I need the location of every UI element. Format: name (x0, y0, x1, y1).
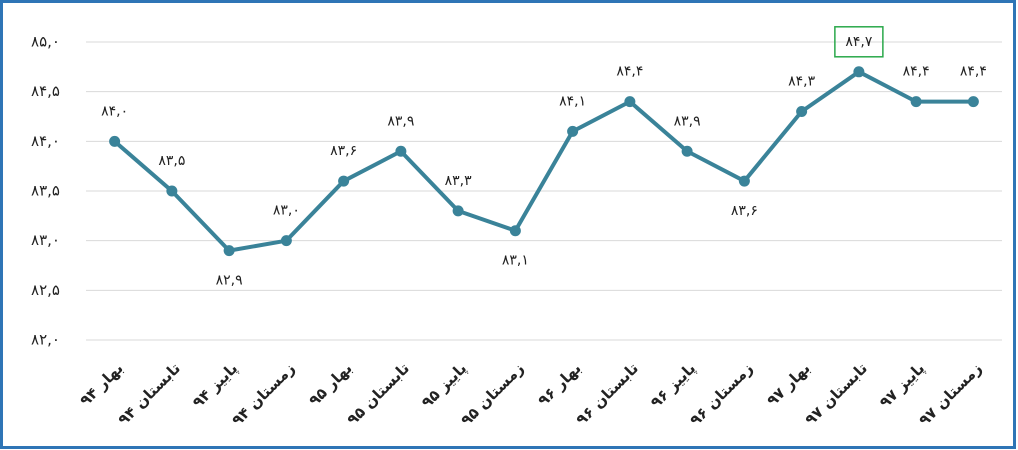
x-tick-label: بهار ۹۵ (305, 359, 355, 409)
y-tick-label: ۸۳,۵ (31, 182, 60, 200)
data-label: ۸۳,۹ (674, 113, 701, 129)
x-tick-label: تابستان ۹۷ (801, 359, 870, 428)
x-tick-label: بهار ۹۴ (76, 359, 126, 409)
data-label: ۸۳,۳ (445, 173, 472, 189)
y-tick-label: ۸۵,۰ (31, 33, 60, 51)
marker (338, 175, 350, 187)
y-tick-label: ۸۲,۰ (31, 331, 60, 349)
x-tick-label: پاییز ۹۴ (189, 359, 242, 412)
x-tick-label: پاییز ۹۵ (418, 359, 471, 412)
data-label: ۸۳,۹ (387, 113, 414, 129)
line (113, 69, 974, 253)
marker (624, 96, 636, 108)
highlight-box (834, 26, 884, 58)
data-label: ۸۲,۹ (216, 273, 243, 289)
x-tick-label: پاییز ۹۶ (647, 359, 700, 412)
y-tick-label: ۸۴,۰ (31, 132, 60, 150)
data-label: ۸۳,۰ (273, 203, 300, 219)
x-tick-label: تابستان ۹۴ (114, 359, 183, 428)
y-tick-label: ۸۳,۰ (31, 231, 60, 249)
y-tick-label: ۸۲,۵ (31, 281, 60, 299)
data-label: ۸۳,۱ (502, 253, 529, 269)
marker (452, 205, 464, 217)
y-tick-label: ۸۴,۵ (31, 82, 60, 100)
marker (567, 125, 579, 137)
x-tick-label: بهار ۹۶ (534, 359, 584, 409)
x-tick-label: بهار ۹۷ (763, 359, 813, 409)
marker (109, 135, 121, 147)
data-label: ۸۴,۷ (845, 34, 872, 50)
x-tick-label: تابستان ۹۵ (343, 359, 412, 428)
marker (681, 145, 693, 157)
marker (166, 185, 178, 197)
data-label: ۸۴,۰ (101, 103, 128, 119)
marker (967, 96, 979, 108)
data-label: ۸۳,۶ (330, 143, 357, 159)
data-label: ۸۴,۴ (960, 64, 987, 80)
marker (853, 66, 865, 78)
marker (738, 175, 750, 187)
data-label: ۸۴,۴ (616, 64, 643, 80)
x-tick-label: پاییز ۹۷ (876, 359, 929, 412)
data-label: ۸۳,۵ (158, 153, 185, 169)
data-label: ۸۴,۳ (788, 74, 815, 90)
marker (910, 96, 922, 108)
marker (796, 106, 808, 118)
marker (395, 145, 407, 157)
x-tick-label: تابستان ۹۶ (572, 359, 641, 428)
data-label: ۸۴,۴ (903, 64, 930, 80)
marker (223, 245, 235, 257)
data-label: ۸۳,۶ (731, 203, 758, 219)
marker (280, 235, 292, 247)
marker (509, 225, 521, 237)
data-label: ۸۴,۱ (559, 93, 586, 109)
